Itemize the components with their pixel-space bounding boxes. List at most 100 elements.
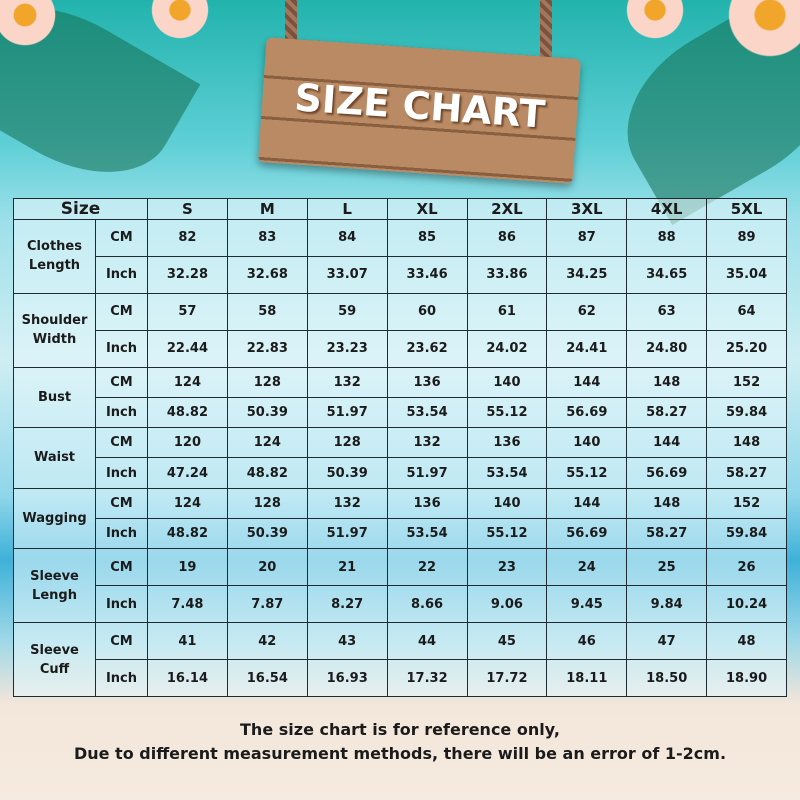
value-cell: 25 [626, 548, 708, 587]
value-cell: 63 [626, 292, 708, 331]
value-cell: 48.82 [226, 457, 308, 489]
unit-label: Inch [95, 396, 148, 429]
unit-label: CM [95, 366, 148, 398]
table-row: Wagging CM 124 128 132 136 140 144 148 152 [13, 487, 787, 550]
size-3xl: 3XL [546, 198, 628, 220]
value-cell: 24.41 [546, 329, 628, 368]
table-row: Inch 48.82 50.39 51.97 53.54 55.12 56.69 58.27 5… [14, 518, 787, 550]
value-cell: 22 [386, 548, 468, 587]
value-cell: 8.66 [386, 585, 468, 624]
table-row: Inch 32.28 32.68 33.07 33.46 33.86 34.25 34.65 3… [14, 255, 787, 294]
unit-label: Inch [95, 518, 148, 550]
value-cell: 42 [226, 622, 308, 661]
table-row: Sleeve Lengh CM 19 20 21 22 23 24 25 26 [13, 548, 787, 624]
value-cell: 26 [706, 548, 787, 587]
table-row: Inch 22.44 22.83 23.23 23.62 24.02 24.41 24.80 2… [14, 329, 787, 368]
value-cell: 51.97 [386, 457, 468, 489]
value-cell: 84 [306, 219, 388, 257]
value-cell: 19 [147, 548, 228, 587]
value-cell: 58 [226, 292, 308, 331]
unit-label: Inch [95, 585, 148, 624]
value-cell: 58.27 [706, 457, 787, 489]
value-cell: 50.39 [306, 457, 388, 489]
table-row: Inch 47.24 48.82 50.39 51.97 53.54 55.12 56.69 5… [14, 457, 787, 489]
value-cell: 144 [546, 487, 628, 520]
value-cell: 23 [466, 548, 548, 587]
measurement-label: Clothes Length [13, 219, 96, 294]
value-cell: 124 [226, 427, 308, 459]
unit-label: Inch [95, 255, 148, 294]
value-cell: 128 [226, 487, 308, 520]
value-cell: 152 [706, 487, 787, 520]
value-cell: 136 [466, 427, 548, 459]
value-cell: 87 [546, 219, 628, 257]
value-cell: 41 [147, 622, 228, 661]
value-cell: 55.12 [466, 396, 548, 429]
value-cell: 120 [147, 427, 228, 459]
value-cell: 59.84 [706, 396, 787, 429]
title: SIZE CHART [293, 75, 547, 137]
value-cell: 9.84 [626, 585, 708, 624]
flower-icon [145, 0, 215, 40]
value-cell: 124 [147, 366, 228, 398]
value-cell: 44 [386, 622, 468, 661]
measurement-label: Sleeve Lengh [13, 548, 96, 624]
value-cell: 140 [466, 366, 548, 398]
value-cell: 48.82 [147, 518, 228, 550]
value-cell: 132 [306, 487, 388, 520]
value-cell: 45 [466, 622, 548, 661]
table-row: Inch 7.48 7.87 8.27 8.66 9.06 9.45 9.84 10.24 [14, 585, 787, 624]
value-cell: 83 [226, 219, 308, 257]
value-cell: 53.54 [386, 518, 468, 550]
size-5xl: 5XL [706, 198, 787, 220]
size-2xl: 2XL [466, 198, 548, 220]
value-cell: 32.68 [226, 255, 308, 294]
value-cell: 7.87 [226, 585, 308, 624]
value-cell: 57 [147, 292, 228, 331]
value-cell: 34.25 [546, 255, 628, 294]
size-4xl: 4XL [626, 198, 708, 220]
value-cell: 140 [546, 427, 628, 459]
table-row: Clothes Length CM 82 83 84 85 86 87 88 89 [13, 219, 787, 294]
value-cell: 148 [706, 427, 787, 459]
value-cell: 148 [626, 366, 708, 398]
unit-label: CM [95, 487, 148, 520]
unit-label: Inch [95, 457, 148, 489]
unit-label: CM [95, 548, 148, 587]
value-cell: 33.86 [466, 255, 548, 294]
value-cell: 9.45 [546, 585, 628, 624]
value-cell: 140 [466, 487, 548, 520]
value-cell: 23.23 [306, 329, 388, 368]
value-cell: 33.46 [386, 255, 468, 294]
size-l: L [306, 198, 388, 220]
value-cell: 132 [386, 427, 468, 459]
value-cell: 24.80 [626, 329, 708, 368]
value-cell: 132 [306, 366, 388, 398]
value-cell: 128 [306, 427, 388, 459]
size-s: S [147, 198, 228, 220]
value-cell: 58.27 [626, 518, 708, 550]
value-cell: 21 [306, 548, 388, 587]
table-row: Sleeve Cuff CM 41 42 43 44 45 46 47 48 [13, 622, 787, 697]
value-cell: 34.65 [626, 255, 708, 294]
value-cell: 55.12 [466, 518, 548, 550]
unit-label: CM [95, 427, 148, 459]
value-cell: 56.69 [546, 518, 628, 550]
value-cell: 62 [546, 292, 628, 331]
disclaimer-line-1: The size chart is for reference only, [240, 720, 560, 739]
unit-label: CM [95, 219, 148, 257]
value-cell: 10.24 [706, 585, 787, 624]
value-cell: 18.50 [626, 659, 708, 697]
value-cell: 22.83 [226, 329, 308, 368]
value-cell: 32.28 [147, 255, 228, 294]
size-table: Size S M L XL 2XL 3XL 4XL 5XL Clothes Length CM 8… [13, 198, 787, 697]
disclaimer: The size chart is for reference only, Du… [0, 718, 800, 766]
value-cell: 148 [626, 487, 708, 520]
value-cell: 43 [306, 622, 388, 661]
value-cell: 47.24 [147, 457, 228, 489]
value-cell: 46 [546, 622, 628, 661]
value-cell: 82 [147, 219, 228, 257]
size-xl: XL [386, 198, 468, 220]
measurement-label: Sleeve Cuff [13, 622, 96, 697]
value-cell: 35.04 [706, 255, 787, 294]
